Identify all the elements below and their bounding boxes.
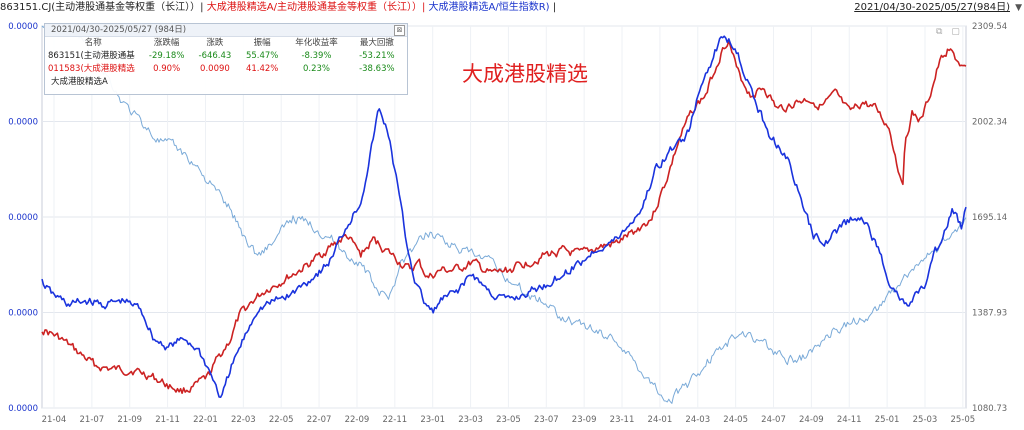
x-axis-tick-label: 25-01: [875, 415, 900, 425]
right-axis-tick-label: 1080.73: [972, 404, 1007, 414]
left-axis: 0.0000 0.0000 0.0000 0.0000 0.0000: [8, 22, 38, 414]
row-amplitude: 41.42%: [245, 64, 279, 74]
x-axis-tick-label: 21-04: [42, 415, 67, 425]
table-row[interactable]: 863151(主动港股通基 -29.18% -646.43 55.47% -8.…: [45, 50, 407, 63]
header-series-base[interactable]: 863151.CJ(主动港股通基金等权重（长江））|: [0, 2, 204, 13]
x-axis-tick-label: 24-07: [761, 415, 786, 425]
header-series-relative-index[interactable]: 大成港股精选A/主动港股通基金等权重（长江））|: [203, 2, 426, 13]
row-change: -646.43: [198, 51, 232, 61]
chevron-down-icon[interactable]: ▼: [1015, 3, 1022, 13]
row-change-pct: -29.18%: [148, 51, 185, 61]
col-change[interactable]: 涨跌: [206, 38, 224, 48]
x-axis-tick-label: 24-11: [837, 415, 862, 425]
x-axis-tick-label: 23-03: [458, 415, 483, 425]
row-change-pct: 0.90%: [153, 64, 181, 74]
x-axis-tick-label: 23-11: [610, 415, 635, 425]
extra-series-label: 大成港股精选A: [51, 77, 108, 87]
date-range-selector[interactable]: 2021/04/30-2025/05/27(984日): [854, 2, 1010, 13]
stats-panel: 2021/04/30-2025/05/27 (984日) ⊠ 名称 涨跌幅 涨跌…: [44, 23, 408, 95]
table-row[interactable]: 011583(大成港股精选 0.90% 0.0090 41.42% 0.23% …: [45, 63, 407, 76]
right-axis-tick-label: 2002.34: [972, 118, 1007, 128]
left-axis-tick-label: 0.0000: [8, 404, 38, 414]
row-max-drawdown: -38.63%: [359, 64, 395, 74]
x-axis-tick-label: 21-11: [155, 415, 180, 425]
right-axis-tick-label: 1387.93: [972, 309, 1007, 319]
x-axis-tick-label: 24-01: [648, 415, 673, 425]
row-name: 011583(大成港股精选: [48, 64, 135, 74]
x-axis-tick-label: 23-07: [534, 415, 559, 425]
left-axis-tick-label: 0.0000: [8, 22, 38, 32]
row-name: 863151(主动港股通基: [48, 51, 135, 61]
stats-header-row: 名称 涨跌幅 涨跌 振幅 年化收益率 最大回撤: [45, 37, 407, 50]
col-annual-return[interactable]: 年化收益率: [295, 38, 338, 48]
close-icon[interactable]: ⊠: [394, 25, 405, 36]
left-axis-tick-label: 0.0000: [8, 309, 38, 319]
header-separator: |: [549, 2, 557, 13]
series-line: [41, 39, 967, 394]
row-max-drawdown: -53.21%: [359, 51, 395, 61]
right-axis: 2309.54 2002.34 1695.14 1387.93 1080.73: [972, 22, 1007, 414]
x-axis-tick-label: 25-03: [913, 415, 938, 425]
row-annual-return: -8.39%: [301, 51, 332, 61]
stats-panel-header: 2021/04/30-2025/05/27 (984日): [45, 24, 407, 37]
x-axis-tick-label: 22-03: [231, 415, 256, 425]
series-line: [41, 35, 967, 398]
series-line: [41, 25, 967, 404]
x-axis-tick-label: 21-09: [117, 415, 142, 425]
row-amplitude: 55.47%: [245, 51, 279, 61]
x-axis-tick-label: 23-01: [420, 415, 445, 425]
x-axis-tick-label: 23-09: [572, 415, 597, 425]
row-annual-return: 0.23%: [302, 64, 330, 74]
header-series-relative-hsi[interactable]: 大成港股精选A/恒生指数R): [425, 2, 550, 13]
chart-grid: [41, 25, 967, 409]
x-axis-tick-label: 25-05: [951, 415, 976, 425]
col-change-pct[interactable]: 涨跌幅: [153, 38, 180, 48]
right-axis-tick-label: 2309.54: [972, 22, 1007, 32]
x-axis: 21-04 21-07 21-09 21-11 22-01 22-03 22-05 22-07…: [42, 415, 976, 425]
left-axis-tick-label: 0.0000: [8, 118, 38, 128]
line-chart: 0.0000 0.0000 0.0000 0.0000 0.0000 2309.54 20…: [8, 22, 1007, 425]
col-name[interactable]: 名称: [84, 38, 102, 48]
x-axis-tick-label: 23-05: [496, 415, 521, 425]
x-axis-tick-label: 22-05: [269, 415, 294, 425]
x-axis-tick-label: 22-01: [193, 415, 218, 425]
window-controls-icon[interactable]: ⧉ ▢: [936, 27, 963, 37]
right-axis-tick-label: 1695.14: [972, 213, 1007, 223]
x-axis-tick-label: 22-09: [345, 415, 370, 425]
x-axis-tick-label: 22-07: [307, 415, 332, 425]
x-axis-tick-label: 21-07: [80, 415, 105, 425]
x-axis-tick-label: 22-11: [382, 415, 407, 425]
col-amplitude[interactable]: 振幅: [253, 38, 271, 48]
row-change: 0.0090: [200, 64, 230, 74]
x-axis-tick-label: 24-05: [723, 415, 748, 425]
chart-header-bar: 863151.CJ(主动港股通基金等权重（长江））| 大成港股精选A/主动港股通…: [0, 0, 1024, 16]
left-axis-tick-label: 0.0000: [8, 213, 38, 223]
col-max-drawdown[interactable]: 最大回撤: [359, 38, 394, 48]
stats-table: 名称 涨跌幅 涨跌 振幅 年化收益率 最大回撤 863151(主动港股通基 -2…: [45, 37, 407, 76]
x-axis-tick-label: 24-09: [799, 415, 824, 425]
series-layer: [41, 25, 967, 404]
x-axis-tick-label: 24-03: [685, 415, 710, 425]
chart-title: 大成港股精选: [462, 62, 588, 86]
